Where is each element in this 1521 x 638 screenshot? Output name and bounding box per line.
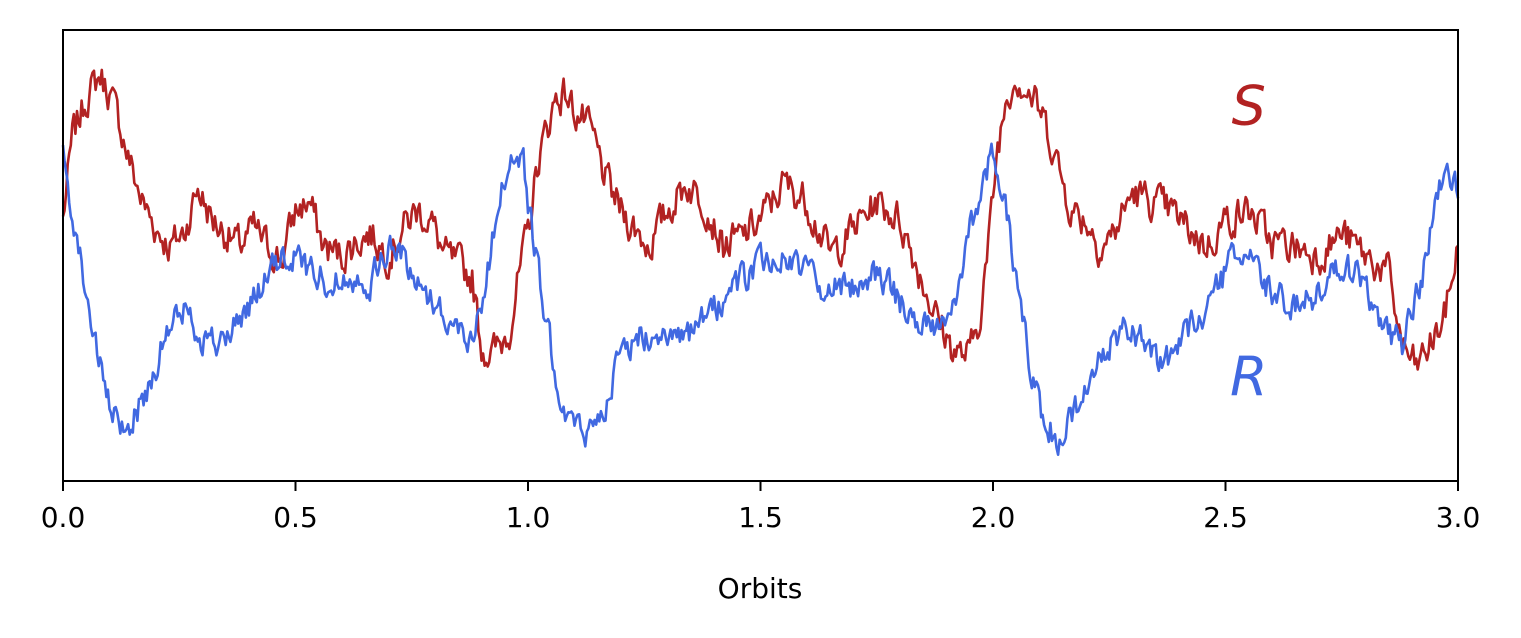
x-axis: 0.0 0.5 1.0 1.5 2.0 2.5 3.0 bbox=[41, 481, 1481, 534]
series-layer bbox=[61, 68, 1460, 457]
x-tick-label-1: 0.5 bbox=[273, 501, 318, 534]
x-tick-label-3: 1.5 bbox=[738, 501, 783, 534]
series-label-r: R bbox=[1230, 345, 1268, 408]
x-tick-label-2: 1.0 bbox=[506, 501, 551, 534]
x-axis-label: Orbits bbox=[718, 572, 803, 605]
series-label-s: S bbox=[1232, 75, 1266, 138]
x-tick-label-5: 2.5 bbox=[1203, 501, 1248, 534]
series-line-0 bbox=[61, 68, 1459, 371]
x-tick-label-4: 2.0 bbox=[971, 501, 1016, 534]
x-tick-label-0: 0.0 bbox=[41, 501, 86, 534]
series-line-1 bbox=[61, 142, 1460, 457]
annotations: SR bbox=[1230, 75, 1268, 409]
x-tick-label-6: 3.0 bbox=[1436, 501, 1481, 534]
